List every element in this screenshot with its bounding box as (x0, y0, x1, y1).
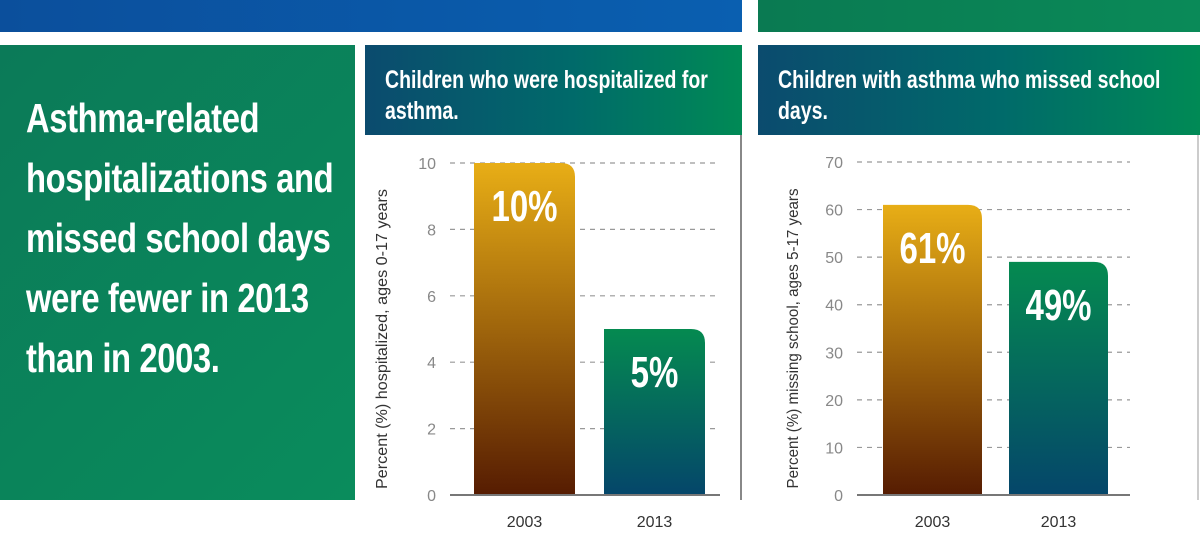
y-tick-label: 60 (825, 203, 843, 220)
y-tick-label: 40 (825, 298, 843, 315)
headline: Asthma-related hospitalizations and miss… (26, 95, 334, 381)
top-bar-green (758, 0, 1200, 32)
x-tick-label: 2003 (915, 514, 951, 531)
y-axis-label: Percent (%) hospitalized, ages 0-17 year… (374, 189, 391, 489)
data-label: 61% (899, 224, 965, 273)
y-tick-label: 70 (825, 155, 843, 172)
y-tick-label: 50 (825, 250, 843, 267)
y-tick-label: 20 (825, 393, 843, 410)
chart-1: 0 2 4 6 8 10 Percent (%) hospitalized, ages 0-… (374, 156, 720, 531)
y-axis-label: Percent (%) missing school, ages 5-17 ye… (785, 189, 802, 489)
y-tick-label: 4 (427, 355, 436, 372)
x-tick-label: 2013 (637, 514, 673, 531)
chart-2: 0 10 20 30 40 50 60 70 Percent (%) missing schoo… (785, 155, 1130, 531)
y-tick-label: 2 (427, 422, 436, 439)
y-tick-label: 8 (427, 222, 436, 239)
y-tick-label: 0 (834, 488, 843, 505)
divider (740, 135, 742, 500)
x-tick-label: 2013 (1041, 514, 1077, 531)
top-bar-blue (0, 0, 742, 32)
y-tick-label: 10 (825, 440, 843, 457)
headline-panel (0, 45, 355, 500)
chart-2-header: Children with asthma who missed school d… (758, 45, 1200, 135)
bar-2013 (1009, 261, 1108, 495)
bar-2003 (883, 204, 982, 496)
right-border (1197, 135, 1199, 500)
data-label: 5% (631, 349, 679, 398)
y-tick-label: 30 (825, 345, 843, 362)
y-tick-label: 10 (418, 156, 436, 173)
bar-2003 (474, 163, 575, 495)
data-label: 49% (1025, 281, 1091, 330)
chart-2-title: Children with asthma who missed school d… (778, 66, 1161, 125)
data-label: 10% (491, 183, 557, 232)
y-tick-label: 0 (427, 488, 436, 505)
bar-2013 (604, 329, 705, 495)
y-tick-label: 6 (427, 289, 436, 306)
x-tick-label: 2003 (507, 514, 543, 531)
chart-1-title: Children who were hospitalized for asthm… (385, 66, 708, 125)
chart-1-header: Children who were hospitalized for asthm… (365, 45, 742, 135)
